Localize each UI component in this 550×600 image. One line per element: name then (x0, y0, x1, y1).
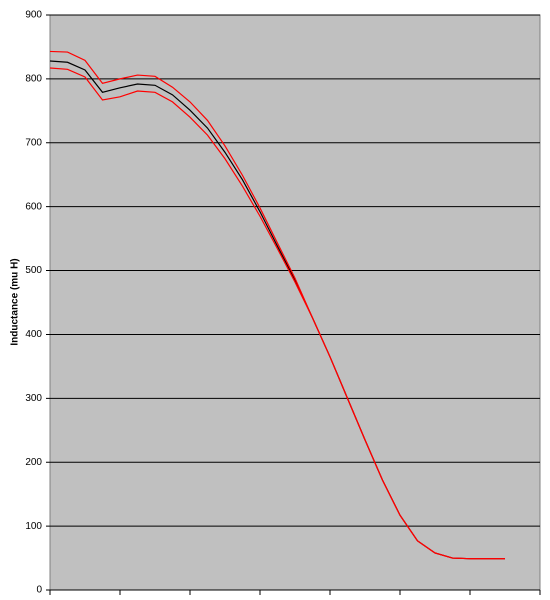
x-axis (49, 589, 541, 595)
y-tick-label: 900 (25, 10, 42, 21)
y-tick-label: 400 (25, 329, 42, 340)
series-line (49, 67, 505, 560)
y-tick-label: 500 (25, 265, 42, 276)
y-axis-label: Inductance (mu H) (10, 258, 21, 345)
y-tick-label: 0 (36, 585, 42, 596)
y-tick-label: 600 (25, 201, 42, 212)
y-tick-label: 200 (25, 457, 42, 468)
plot-area (49, 14, 541, 591)
y-tick-label: 800 (25, 74, 42, 85)
y-tick-label: 300 (25, 393, 42, 404)
y-tick-label: 700 (25, 137, 42, 148)
y-tick-label: 100 (25, 521, 42, 532)
